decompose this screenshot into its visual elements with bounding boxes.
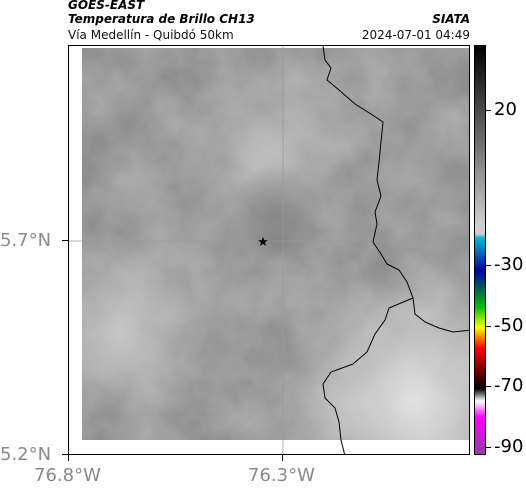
colorbar-label: -30 [494, 254, 524, 275]
lat-label: 5.7°N [0, 230, 52, 251]
border-line-south [322, 297, 414, 454]
lon-label: 76.3°W [248, 465, 315, 486]
colorbar-tick [486, 326, 491, 327]
border-line [322, 46, 469, 333]
route-subtitle: Vía Medellín - Quibdó 50km [68, 28, 234, 42]
lon-tick [68, 455, 69, 461]
map-panel: ★ [68, 45, 470, 455]
colorbar-tick [486, 386, 491, 387]
lon-label: 76.8°W [34, 465, 101, 486]
timestamp-label: 2024-07-01 04:49 [361, 28, 470, 42]
satellite-title: GOES-EAST [68, 0, 145, 12]
colorbar-tick [486, 110, 491, 111]
lon-tick [282, 455, 283, 461]
colorbar-label: -50 [494, 315, 524, 336]
lat-tick [62, 454, 68, 455]
star-marker: ★ [257, 235, 269, 250]
colorbar-tick [486, 265, 491, 266]
colorbar-tick [486, 447, 491, 448]
lat-tick [62, 240, 68, 241]
colorbar-label: 20 [494, 99, 517, 120]
lat-label: 5.2°N [0, 444, 52, 465]
brightness-temperature-map: ★ [69, 46, 469, 454]
satellite-imagery [82, 48, 469, 440]
organization-label: SIATA [432, 12, 470, 26]
colorbar [474, 45, 486, 455]
colorbar-label: -90 [494, 436, 524, 457]
product-title: Temperatura de Brillo CH13 [68, 12, 255, 26]
colorbar-label: -70 [494, 375, 524, 396]
